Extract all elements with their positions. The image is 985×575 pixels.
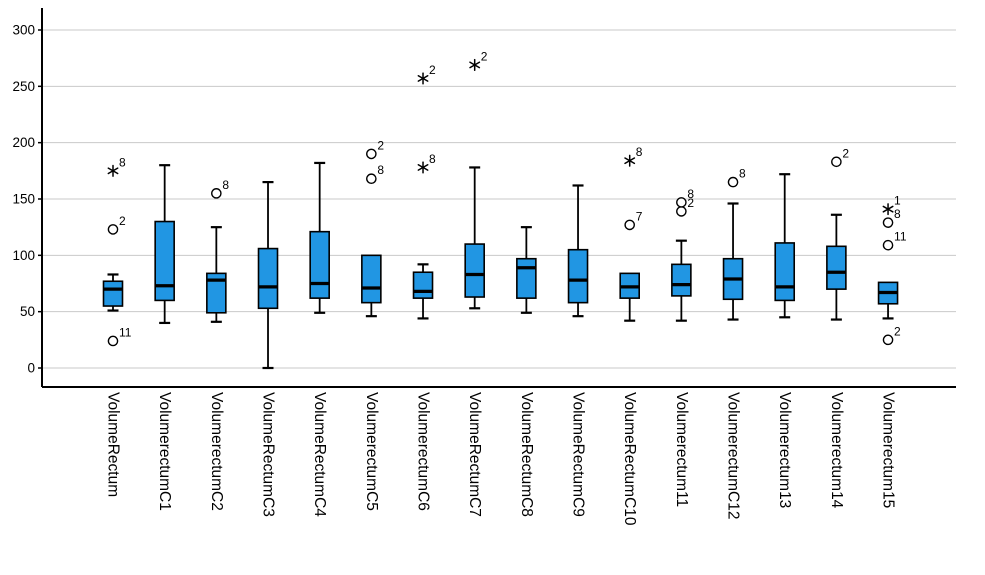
outlier-case-label: 8 [429,152,436,166]
category-label: VolumeRectumC10 [621,392,638,526]
y-tick-label: 300 [12,22,35,37]
category-label: VolumerectumC1 [156,392,173,511]
box-rect-VolumerectumC2 [206,272,227,314]
box-rect-VolumeRectum [102,280,124,307]
box-rect-Volumerectum11 [671,263,692,297]
outlier-case-label: 2 [119,214,126,228]
outlier-circle-marker [366,148,377,160]
outlier-circle-marker [211,188,222,199]
category-label: Volumerectum11 [673,392,690,507]
outlier-case-label: 8 [894,207,901,221]
outlier-case-label: 8 [636,145,643,159]
category-label: VolumeRectumC9 [570,392,587,517]
outlier-case-label: 7 [636,209,643,223]
extreme-star-marker [624,157,636,165]
box-rect-VolumerectumC1 [154,220,175,302]
outlier-circle-marker [882,217,894,228]
outlier-circle-marker [366,173,377,185]
y-tick-label: 150 [12,191,35,206]
outlier-case-label: 2 [842,146,849,160]
extreme-star-marker [417,74,429,82]
outlier-circle-marker [107,224,119,235]
outlier-case-label: 8 [377,163,384,177]
box-rect-VolumerectumC6 [412,271,434,299]
outlier-circle-marker [831,156,842,168]
outlier-circle-marker [727,176,739,188]
outlier-circle-marker [676,197,687,208]
box-rect-VolumeRectumC7 [464,243,485,298]
outlier-case-label: 1 [894,194,901,208]
y-tick-label: 200 [12,135,35,150]
outlier-case-label: 2 [481,49,488,63]
outlier-circle-marker [882,239,894,251]
extreme-star-marker [417,163,429,171]
y-tick-label: 0 [27,361,35,376]
extreme-star-marker [882,205,894,213]
outlier-circle-marker [676,206,687,217]
box-rect-VolumeRectumC3 [257,247,279,310]
y-tick-label: 250 [12,79,35,94]
outlier-circle-marker [882,334,894,346]
outlier-case-label: 2 [377,138,384,152]
outlier-case-label: 8 [222,178,229,192]
outlier-case-label: 2 [894,324,901,338]
extreme-star-marker [469,61,481,69]
category-label: VolumeRectumC4 [311,392,328,517]
outlier-case-label: 8 [687,187,694,201]
box-rect-Volumerectum14 [826,245,847,290]
category-label: Volumerectum15 [880,392,897,508]
outlier-case-label: 2 [687,196,694,210]
category-label: VolumerectumC5 [363,392,380,511]
box-rect-VolumeRectumC9 [567,248,589,304]
category-label: VolumeRectumC3 [260,392,277,517]
y-tick-label: 100 [12,248,35,263]
category-label: Volumerectum14 [828,392,845,509]
category-label: VolumerectumC12 [725,392,742,520]
box-rect-VolumeRectumC4 [309,230,330,299]
box-rect-Volumerectum13 [774,242,796,302]
outlier-case-label: 8 [739,167,746,181]
outlier-case-label: 8 [119,155,126,169]
outlier-circle-marker [107,335,119,347]
category-label: VolumerectumC2 [208,392,225,511]
outlier-case-label: 11 [119,325,132,339]
category-label: Volumerectum13 [776,392,793,508]
category-label: VolumeRectumC7 [466,392,483,517]
y-tick-label: 50 [20,304,35,319]
outlier-case-label: 11 [894,230,907,244]
category-label: VolumeRectum [105,392,122,497]
outlier-circle-marker [624,219,636,231]
box-rect-VolumeRectumC8 [516,257,537,299]
category-label: VolumeRectumC8 [518,392,535,517]
box-rect-VolumerectumC5 [361,254,382,304]
extreme-star-marker [107,167,119,175]
category-label: VolumerectumC6 [415,392,432,511]
outlier-case-label: 2 [429,63,436,77]
